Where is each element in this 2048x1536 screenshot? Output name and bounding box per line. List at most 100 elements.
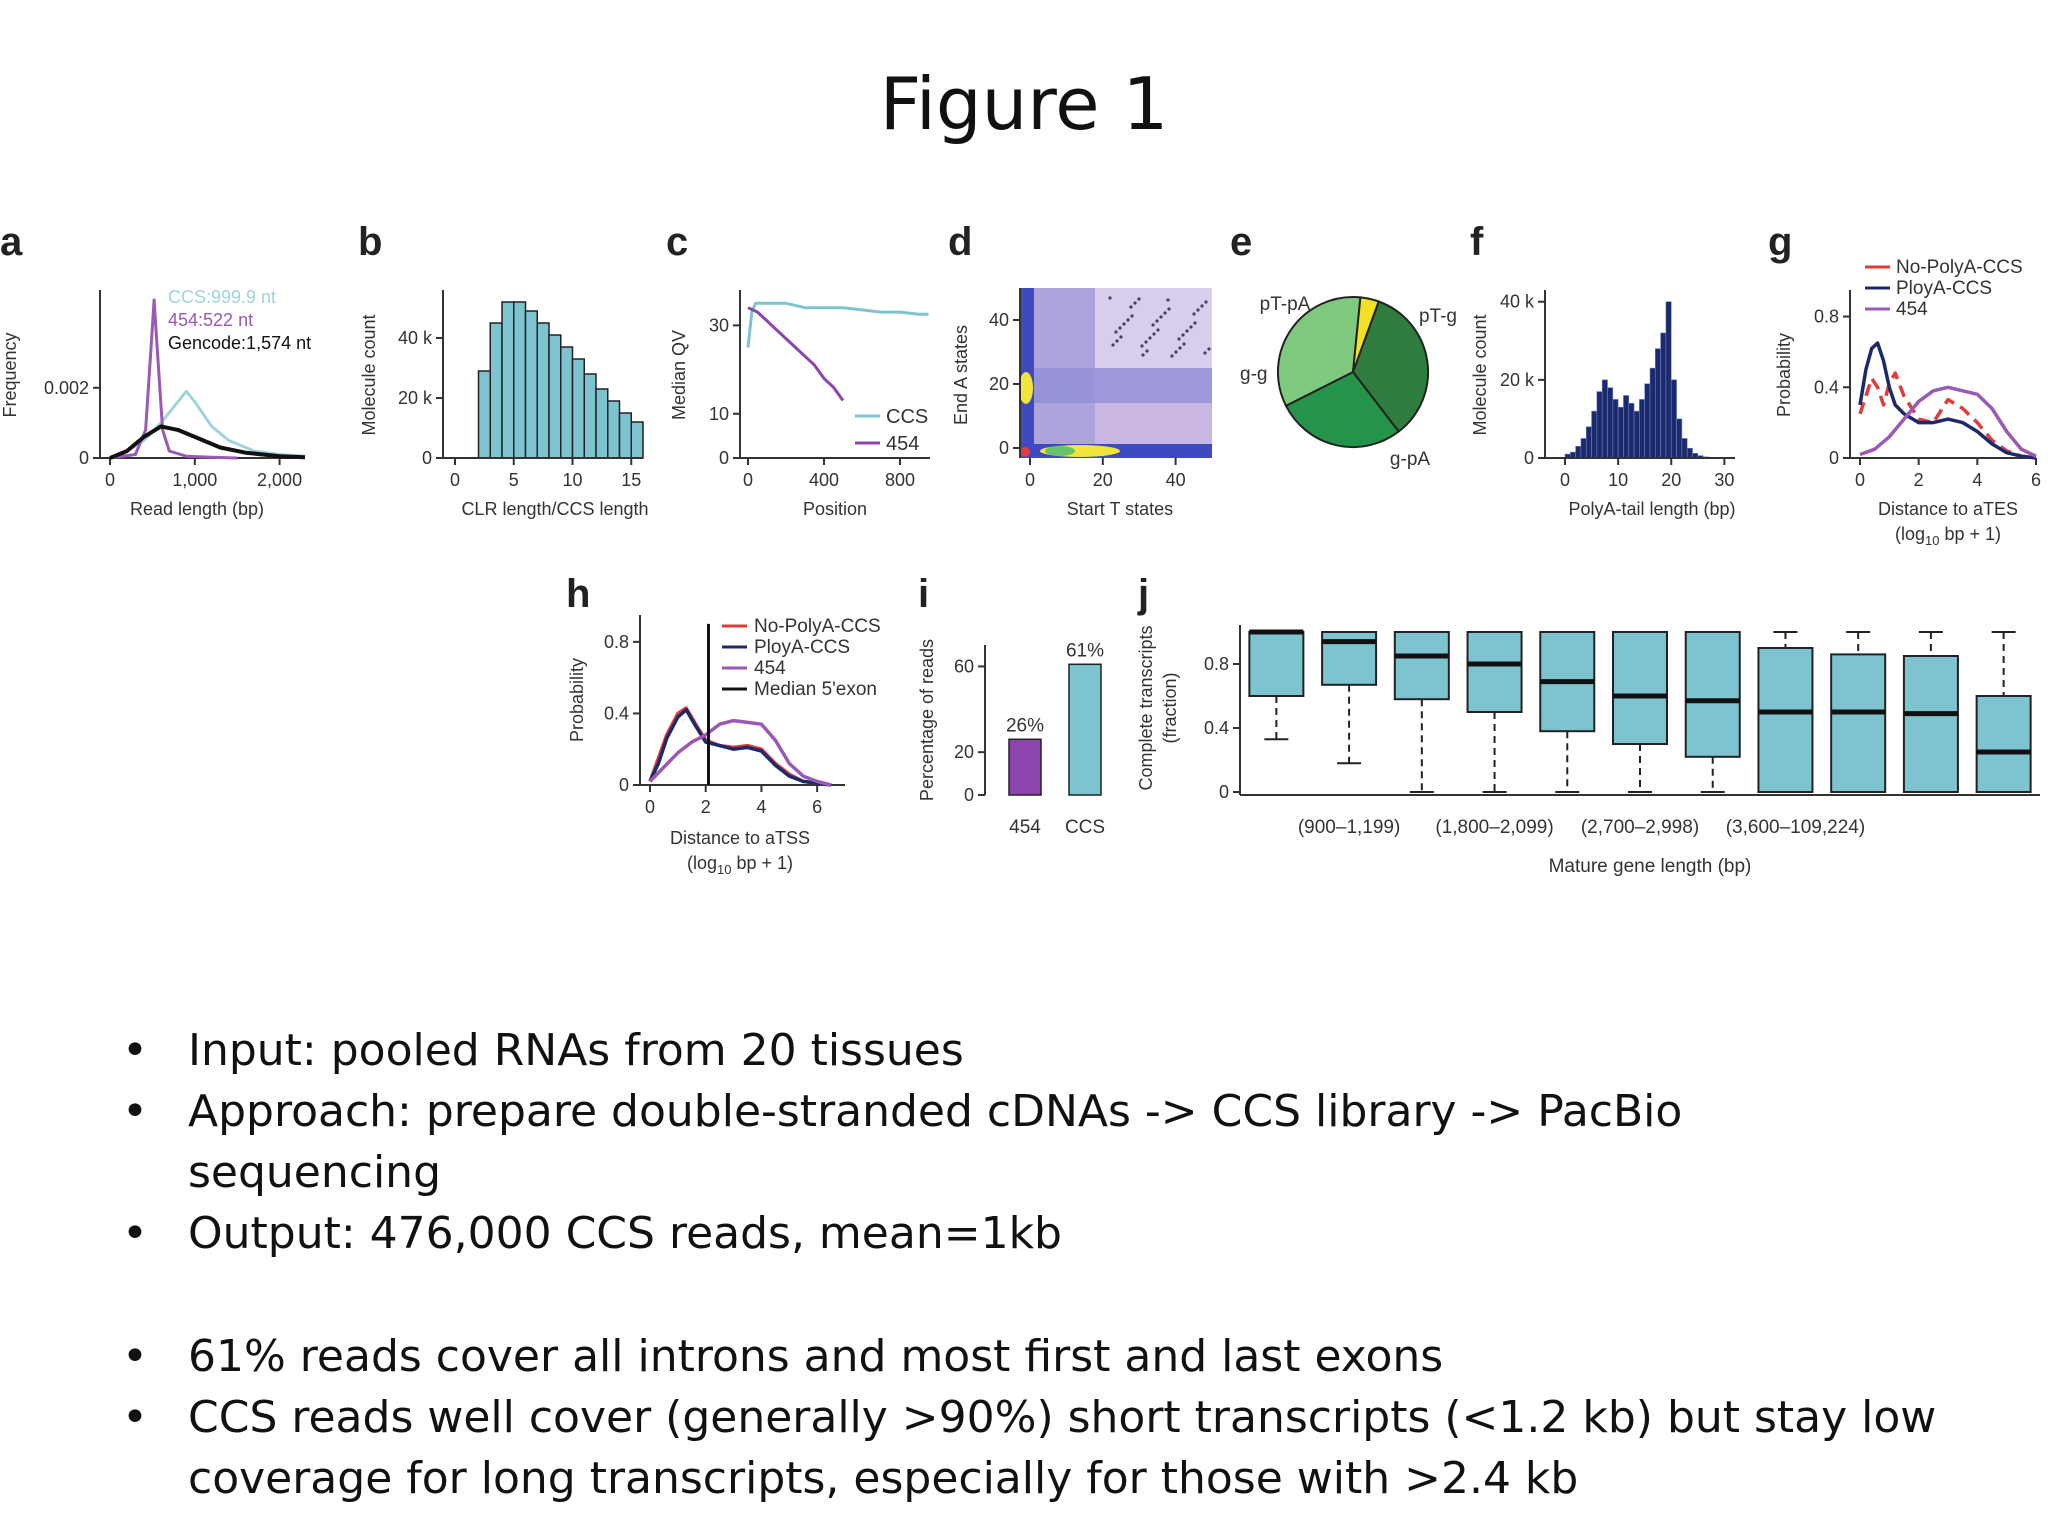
panel-b-histogram-bar bbox=[548, 334, 562, 459]
panel-d-y-tick-label: 40 bbox=[989, 310, 1009, 330]
panel-f-histogram-bar bbox=[1575, 445, 1582, 459]
panel-b-x-tick-label: 15 bbox=[621, 470, 641, 490]
panel-j-box bbox=[1757, 647, 1814, 793]
bullet-item: • Output: 476,000 CCS reads, mean=1kb bbox=[120, 1203, 1940, 1264]
panel-d-heatmap-hotspot bbox=[1020, 447, 1030, 457]
panel-d-heatmap-speckle bbox=[1133, 301, 1137, 305]
panel-e-pie-slice bbox=[1284, 370, 1401, 449]
panel-f-x-tick-label: 0 bbox=[1560, 470, 1570, 490]
panel-letter-j: j bbox=[1137, 572, 1149, 616]
panel-f-x-axis-label: PolyA-tail length (bp) bbox=[1568, 499, 1735, 519]
panel-d-heatmap-speckle bbox=[1126, 318, 1130, 322]
panel-f-histogram-bar bbox=[1596, 391, 1603, 459]
bullet-glyph: • bbox=[122, 1331, 148, 1382]
panel-d-heatmap-speckle bbox=[1140, 344, 1144, 348]
panel-f-y-axis-label: Molecule count bbox=[1470, 314, 1490, 435]
panel-i-y-tick-label: 20 bbox=[954, 742, 974, 762]
panel-g-x-axis-label: Distance to aTES bbox=[1878, 499, 2018, 519]
bullet-text: Input: pooled RNAs from 20 tissues bbox=[188, 1025, 964, 1076]
panel-b-histogram-bar bbox=[618, 412, 632, 459]
panel-a-legend-label: CCS:999.9 nt bbox=[168, 287, 276, 307]
panel-f-y-tick-label: 20 k bbox=[1500, 370, 1535, 390]
panel-f-histogram-bar bbox=[1686, 447, 1693, 459]
panel-b-x-tick-label: 5 bbox=[509, 470, 519, 490]
panel-c-legend-label: CCS bbox=[886, 406, 928, 428]
panel-a-x-tick-label: 1,000 bbox=[172, 470, 217, 490]
panel-c-y-tick-label: 30 bbox=[709, 315, 729, 335]
panel-g-x-tick-label: 6 bbox=[2031, 470, 2041, 490]
panel-f-histogram-bar bbox=[1670, 379, 1677, 459]
panel-d-x-tick-label: 40 bbox=[1166, 470, 1186, 490]
panel-d-heatmap-band bbox=[1030, 368, 1212, 403]
panel-h-series-line bbox=[648, 718, 832, 787]
panel-c-y-tick-label: 0 bbox=[719, 448, 729, 468]
panel-d-heatmap-speckle bbox=[1159, 315, 1163, 319]
panel-h-y-tick-label: 0 bbox=[619, 775, 629, 795]
panel-b-y-tick-label: 20 k bbox=[398, 388, 433, 408]
figure-1-panels: a b c d e f g h i j 0 1,000 2,000 0 0.002 Rea… bbox=[0, 220, 2041, 877]
panel-d-heatmap-band bbox=[1030, 288, 1095, 458]
panel-g-y-tick-label: 0 bbox=[1829, 448, 1839, 468]
panel-f-histogram-bar bbox=[1617, 406, 1624, 459]
panel-i-y-axis-label: Percentage of reads bbox=[917, 639, 937, 801]
panel-d-heatmap-speckle bbox=[1203, 351, 1207, 355]
panel-d-heatmap-speckle bbox=[1129, 305, 1133, 309]
bullet-text: Approach: prepare double-stranded cDNAs … bbox=[188, 1086, 1683, 1198]
panel-b-histogram-bar bbox=[489, 322, 503, 459]
panel-f-histogram-bar bbox=[1681, 438, 1688, 459]
panel-g-series-line bbox=[1858, 371, 2037, 460]
panel-e-slice-label: g-g bbox=[1240, 364, 1267, 385]
panel-d-heatmap-speckle bbox=[1178, 346, 1182, 350]
panel-b-y-tick-label: 0 bbox=[422, 448, 432, 468]
bullet-glyph: • bbox=[122, 1392, 148, 1443]
page-title: Figure 1 bbox=[879, 62, 1169, 146]
panel-d-heatmap-speckle bbox=[1111, 343, 1115, 347]
panel-b-histogram-bar bbox=[513, 301, 527, 459]
panel-d-heatmap-speckle bbox=[1163, 311, 1167, 315]
panel-e-pie-slice bbox=[1351, 300, 1430, 433]
panel-d-x-tick-label: 0 bbox=[1025, 470, 1035, 490]
panel-j-y-tick-label: 0 bbox=[1219, 782, 1229, 802]
panel-f-x-tick-label: 20 bbox=[1661, 470, 1681, 490]
panel-d-heatmap-speckle bbox=[1182, 342, 1186, 346]
panel-g-series-line bbox=[1859, 385, 2037, 458]
panel-d-heatmap-speckle bbox=[1115, 339, 1119, 343]
panel-h-legend-label: PloyA-CCS bbox=[754, 637, 850, 658]
panel-d-heatmap-speckle bbox=[1174, 350, 1178, 354]
bullet-text: Output: 476,000 CCS reads, mean=1kb bbox=[188, 1208, 1062, 1259]
panel-b-x-axis-label: CLR length/CCS length bbox=[461, 499, 648, 519]
panel-c-series-line bbox=[747, 306, 845, 402]
panel-i-bar-data-label: 61% bbox=[1066, 640, 1104, 661]
panel-b-histogram-bar bbox=[477, 370, 491, 459]
panel-j-box bbox=[1975, 695, 2032, 793]
panel-j-box bbox=[1902, 655, 1959, 793]
panel-i-category-label: CCS bbox=[1065, 817, 1105, 838]
panel-d-heatmap-speckle bbox=[1130, 314, 1134, 318]
panel-i-y-tick-label: 60 bbox=[954, 656, 974, 676]
bullet-list: • Input: pooled RNAs from 20 tissues • App… bbox=[120, 1020, 1940, 1509]
panel-f-histogram-bar bbox=[1612, 399, 1619, 459]
panel-g-legend-label: No-PolyA-CCS bbox=[1896, 257, 2023, 278]
panel-d-heatmap-speckle bbox=[1151, 323, 1155, 327]
panel-i-bar-data-label: 26% bbox=[1006, 715, 1044, 736]
panel-letter-d: d bbox=[948, 220, 972, 264]
panel-d-heatmap-speckle bbox=[1196, 308, 1200, 312]
panel-c-y-axis-label: Median QV bbox=[669, 330, 689, 420]
panel-b-y-axis-label: Molecule count bbox=[359, 314, 379, 435]
panel-b-histogram-bar bbox=[583, 373, 597, 459]
panel-d-heatmap-speckle bbox=[1141, 353, 1145, 357]
panel-c-y-tick-label: 10 bbox=[709, 404, 729, 424]
panel-d-heatmap-speckle bbox=[1207, 347, 1211, 351]
panel-c-legend-label: 454 bbox=[886, 433, 919, 455]
panel-j-category-label: (900–1,199) bbox=[1298, 817, 1400, 838]
panel-letter-g: g bbox=[1768, 220, 1792, 264]
panel-c-x-tick-label: 400 bbox=[809, 470, 839, 490]
panel-h-y-axis-label: Probability bbox=[567, 658, 587, 742]
panel-f-y-tick-label: 0 bbox=[1524, 448, 1534, 468]
panel-d-heatmap-speckle bbox=[1108, 296, 1112, 300]
panel-f-histogram-bar bbox=[1591, 410, 1598, 459]
panel-j-box bbox=[1612, 631, 1668, 745]
panel-b-y-tick-label: 40 k bbox=[398, 328, 433, 348]
panel-b-histogram-bar bbox=[595, 388, 609, 459]
panel-i-bar bbox=[1068, 663, 1102, 796]
